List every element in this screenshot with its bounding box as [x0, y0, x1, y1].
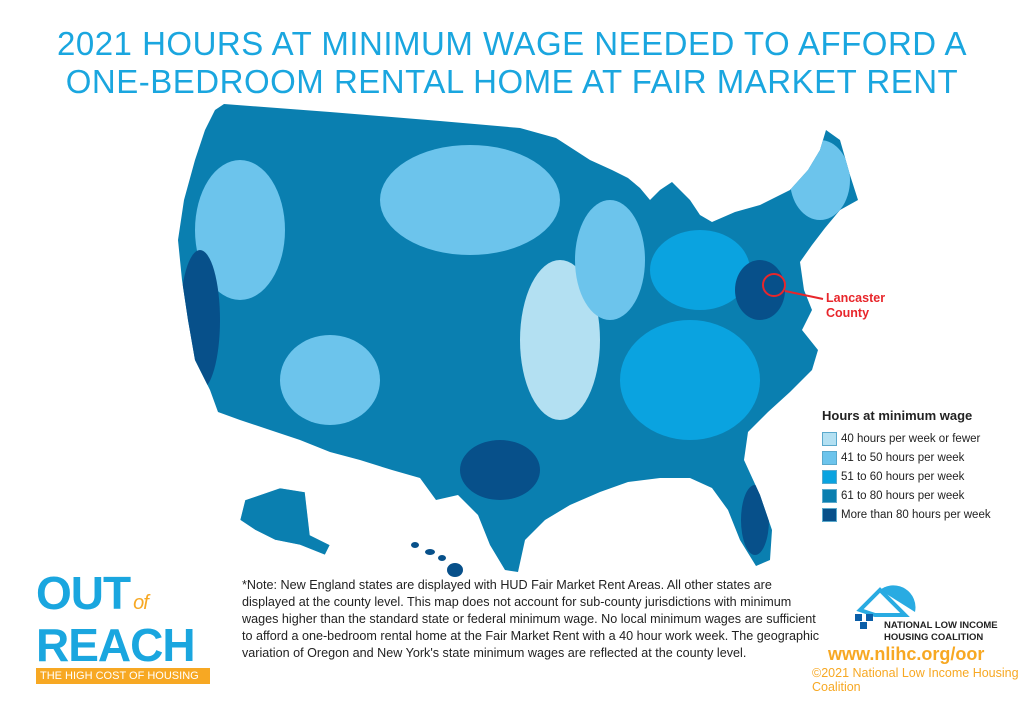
- legend-item: 61 to 80 hours per week: [822, 486, 991, 505]
- title-line-2: ONE-BEDROOM RENTAL HOME AT FAIR MARKET R…: [65, 63, 959, 100]
- legend-item: More than 80 hours per week: [822, 505, 991, 524]
- region-il-41-50: [575, 200, 645, 320]
- region-midatlantic-80-plus: [735, 260, 785, 320]
- title-line-1: 2021 HOURS AT MINIMUM WAGE NEEDED TO AFF…: [56, 25, 967, 62]
- legend-item: 51 to 60 hours per week: [822, 467, 991, 486]
- nlihc-name-line-1: NATIONAL LOW INCOME: [884, 620, 998, 631]
- legend-item: 40 hours per week or fewer: [822, 429, 991, 448]
- legend-swatch: [822, 488, 837, 503]
- region-northwest-41-50: [195, 160, 285, 300]
- contiguous-us: [178, 104, 858, 572]
- legend-swatch: [822, 469, 837, 484]
- region-midwest-40-or-fewer: [520, 260, 600, 420]
- legend-swatch: [822, 450, 837, 465]
- legend-label: 41 to 50 hours per week: [841, 451, 965, 464]
- region-southwest-41-50: [280, 335, 380, 425]
- legend-label: More than 80 hours per week: [841, 508, 991, 521]
- region-texas-80-plus: [460, 440, 540, 500]
- region-plains-41-50: [380, 145, 560, 255]
- hawaii: [411, 542, 463, 577]
- copyright: ©2021 National Low Income Housing Coalit…: [812, 666, 1019, 694]
- nlihc-name-line-2: HOUSING COALITION: [884, 632, 984, 643]
- logo-word-reach: REACH: [36, 619, 196, 671]
- annotation-line-2: County: [826, 306, 870, 320]
- alaska: [239, 487, 331, 556]
- lancaster-county-marker: [762, 273, 786, 297]
- nlihc-name: NATIONAL LOW INCOME HOUSING COALITION: [884, 620, 998, 644]
- lancaster-county-label: Lancaster County: [826, 291, 885, 321]
- logo-word-of: of: [133, 592, 149, 614]
- nlihc-logo-icon: [855, 585, 916, 629]
- footnote: *Note: New England states are displayed …: [242, 578, 820, 660]
- lancaster-pointer-line: [784, 290, 824, 300]
- legend-label: 40 hours per week or fewer: [841, 432, 981, 445]
- region-florida-80-plus: [741, 485, 769, 555]
- region-newengland-41-50: [790, 140, 850, 220]
- region-ohio-51-60: [650, 230, 750, 310]
- annotation-line-1: Lancaster: [826, 291, 886, 305]
- logo-tagline: THE HIGH COST OF HOUSING: [36, 668, 210, 684]
- legend-label: 51 to 60 hours per week: [841, 470, 965, 483]
- logo-word-out: OUT: [36, 567, 131, 619]
- legend-swatch: [822, 507, 837, 522]
- legend-item: 41 to 50 hours per week: [822, 448, 991, 467]
- out-of-reach-logo: OUT of REACH THE HIGH COST OF HOUSING: [36, 570, 210, 684]
- page-title: 2021 HOURS AT MINIMUM WAGE NEEDED TO AFF…: [0, 25, 1024, 101]
- region-california-80-plus: [180, 250, 220, 390]
- legend-label: 61 to 80 hours per week: [841, 489, 965, 502]
- legend: Hours at minimum wage 40 hours per week …: [822, 408, 991, 524]
- region-southeast-51-60: [620, 320, 760, 440]
- legend-title: Hours at minimum wage: [822, 408, 973, 423]
- nlihc-url-link[interactable]: www.nlihc.org/oor: [828, 644, 985, 664]
- legend-swatch: [822, 431, 837, 446]
